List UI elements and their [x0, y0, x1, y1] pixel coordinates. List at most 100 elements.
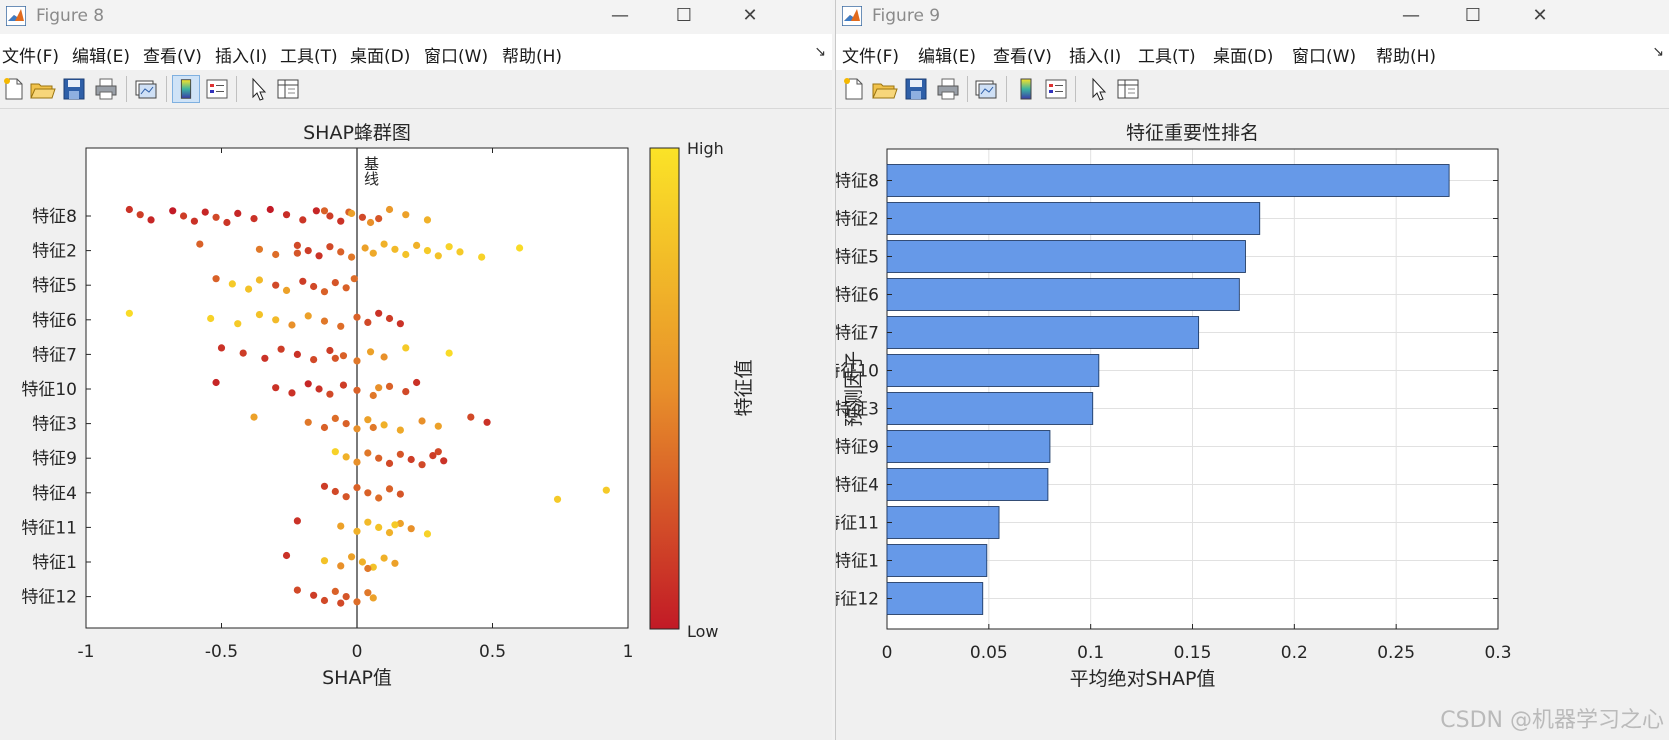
- save-icon[interactable]: [902, 75, 930, 103]
- beeswarm-point: [304, 312, 312, 320]
- bar: [886, 544, 988, 577]
- beeswarm-point: [339, 381, 348, 389]
- beeswarm-point: [310, 591, 318, 599]
- beeswarm-point: [364, 416, 372, 424]
- x-tick-label: 0.5: [479, 642, 506, 662]
- beeswarm-point: [385, 382, 394, 390]
- menu-desktop[interactable]: 桌面(D): [1213, 47, 1274, 67]
- figure-canvas: 特征重要性排名特征8特征2特征5特征6特征7特征10特征3特征9特征4特征11特…: [836, 109, 1669, 740]
- x-axis-label: SHAP值: [322, 667, 392, 689]
- colorbar-icon[interactable]: [172, 75, 200, 103]
- title-bar[interactable]: Figure 8 — ☐ ✕: [0, 0, 832, 34]
- beeswarm-point: [413, 378, 421, 387]
- menu-help[interactable]: 帮助(H): [502, 47, 563, 67]
- beeswarm-point: [396, 519, 404, 528]
- menu-insert[interactable]: 插入(I): [1069, 47, 1122, 67]
- dock-arrow-icon[interactable]: ↘: [814, 44, 826, 60]
- print-icon[interactable]: [934, 75, 962, 103]
- menu-desktop[interactable]: 桌面(D): [350, 47, 411, 67]
- beeswarm-point: [339, 352, 348, 360]
- dock-arrow-icon[interactable]: ↘: [1652, 44, 1664, 60]
- beeswarm-point: [331, 487, 339, 496]
- beeswarm-point: [196, 240, 204, 248]
- menu-view[interactable]: 查看(V): [993, 47, 1052, 67]
- menu-bar: 文件(F) 编辑(E) 查看(V) 插入(I) 工具(T) 桌面(D) 窗口(W…: [0, 34, 832, 71]
- property-inspector-icon[interactable]: [274, 75, 302, 103]
- link-plot-icon[interactable]: [132, 75, 160, 103]
- bar: [886, 506, 1000, 539]
- beeswarm-point: [396, 426, 404, 434]
- menu-edit[interactable]: 编辑(E): [918, 47, 977, 67]
- y-tick-label: 特征8: [836, 172, 879, 192]
- y-tick-label: 特征10: [836, 362, 879, 382]
- menu-window[interactable]: 窗口(W): [1292, 47, 1357, 67]
- legend-icon[interactable]: [1042, 75, 1070, 103]
- menu-file[interactable]: 文件(F): [842, 47, 900, 67]
- beeswarm-point: [312, 207, 320, 215]
- beeswarm-point: [385, 485, 394, 493]
- menu-insert[interactable]: 插入(I): [215, 47, 268, 67]
- colorbar-icon[interactable]: [1012, 75, 1040, 103]
- beeswarm-point: [250, 413, 258, 421]
- beeswarm-point: [239, 349, 247, 357]
- open-file-icon[interactable]: [870, 75, 898, 103]
- beeswarm-point: [266, 205, 274, 214]
- x-tick-label: 1: [623, 642, 634, 662]
- y-tick-label: 特征11: [836, 514, 879, 534]
- maximize-icon[interactable]: ☐: [675, 5, 693, 26]
- beeswarm-point: [440, 457, 448, 465]
- beeswarm-point: [353, 313, 361, 321]
- beeswarm-point: [380, 421, 388, 429]
- minimize-icon[interactable]: —: [611, 5, 629, 26]
- menu-file[interactable]: 文件(F): [2, 47, 60, 67]
- minimize-icon[interactable]: —: [1402, 5, 1420, 26]
- beeswarm-point: [375, 523, 383, 531]
- beeswarm-point: [364, 564, 372, 573]
- pointer-icon[interactable]: [1084, 75, 1112, 103]
- beeswarm-point: [331, 587, 339, 595]
- beeswarm-point: [234, 209, 242, 217]
- legend-icon[interactable]: [203, 75, 231, 103]
- menu-edit[interactable]: 编辑(E): [72, 47, 131, 67]
- close-icon[interactable]: ✕: [742, 5, 758, 26]
- y-tick-label: 特征6: [836, 286, 879, 306]
- new-figure-icon[interactable]: [840, 75, 868, 103]
- beeswarm-point: [407, 455, 415, 464]
- beeswarm-point: [418, 417, 426, 425]
- y-tick-label: 特征1: [836, 552, 879, 572]
- beeswarm-point: [326, 390, 334, 398]
- importance-bar-chart: 特征重要性排名特征8特征2特征5特征6特征7特征10特征3特征9特征4特征11特…: [836, 122, 1512, 690]
- x-axis-label: 平均绝对SHAP值: [1070, 668, 1216, 690]
- new-figure-icon[interactable]: [0, 75, 28, 103]
- print-icon[interactable]: [92, 75, 120, 103]
- beeswarm-point: [366, 348, 375, 356]
- save-icon[interactable]: [60, 75, 88, 103]
- y-tick-label: 特征1: [32, 553, 77, 573]
- bar: [886, 202, 1261, 235]
- menu-help[interactable]: 帮助(H): [1376, 47, 1437, 67]
- beeswarm-point: [456, 248, 464, 256]
- property-inspector-icon[interactable]: [1114, 75, 1142, 103]
- colorbar-label: 特征值: [733, 359, 755, 416]
- beeswarm-point: [347, 553, 356, 561]
- beeswarm-point: [402, 344, 410, 352]
- menu-window[interactable]: 窗口(W): [424, 47, 489, 67]
- beeswarm-point: [272, 281, 280, 289]
- x-tick-label: -1: [78, 642, 95, 662]
- y-tick-label: 特征10: [21, 380, 77, 400]
- y-tick-label: 特征4: [836, 476, 879, 496]
- menu-tools[interactable]: 工具(T): [280, 47, 338, 67]
- title-bar[interactable]: Figure 9 — ☐ ✕: [836, 0, 1669, 34]
- maximize-icon[interactable]: ☐: [1464, 5, 1482, 26]
- link-plot-icon[interactable]: [972, 75, 1000, 103]
- close-icon[interactable]: ✕: [1532, 5, 1548, 26]
- x-tick-label: 0.15: [1174, 643, 1212, 663]
- menu-view[interactable]: 查看(V): [143, 47, 202, 67]
- beeswarm-point: [320, 317, 329, 325]
- menu-tools[interactable]: 工具(T): [1138, 47, 1196, 67]
- beeswarm-point: [320, 596, 329, 605]
- pointer-icon[interactable]: [244, 75, 272, 103]
- chart-title: SHAP蜂群图: [303, 122, 411, 144]
- open-file-icon[interactable]: [28, 75, 56, 103]
- beeswarm-point: [342, 493, 350, 501]
